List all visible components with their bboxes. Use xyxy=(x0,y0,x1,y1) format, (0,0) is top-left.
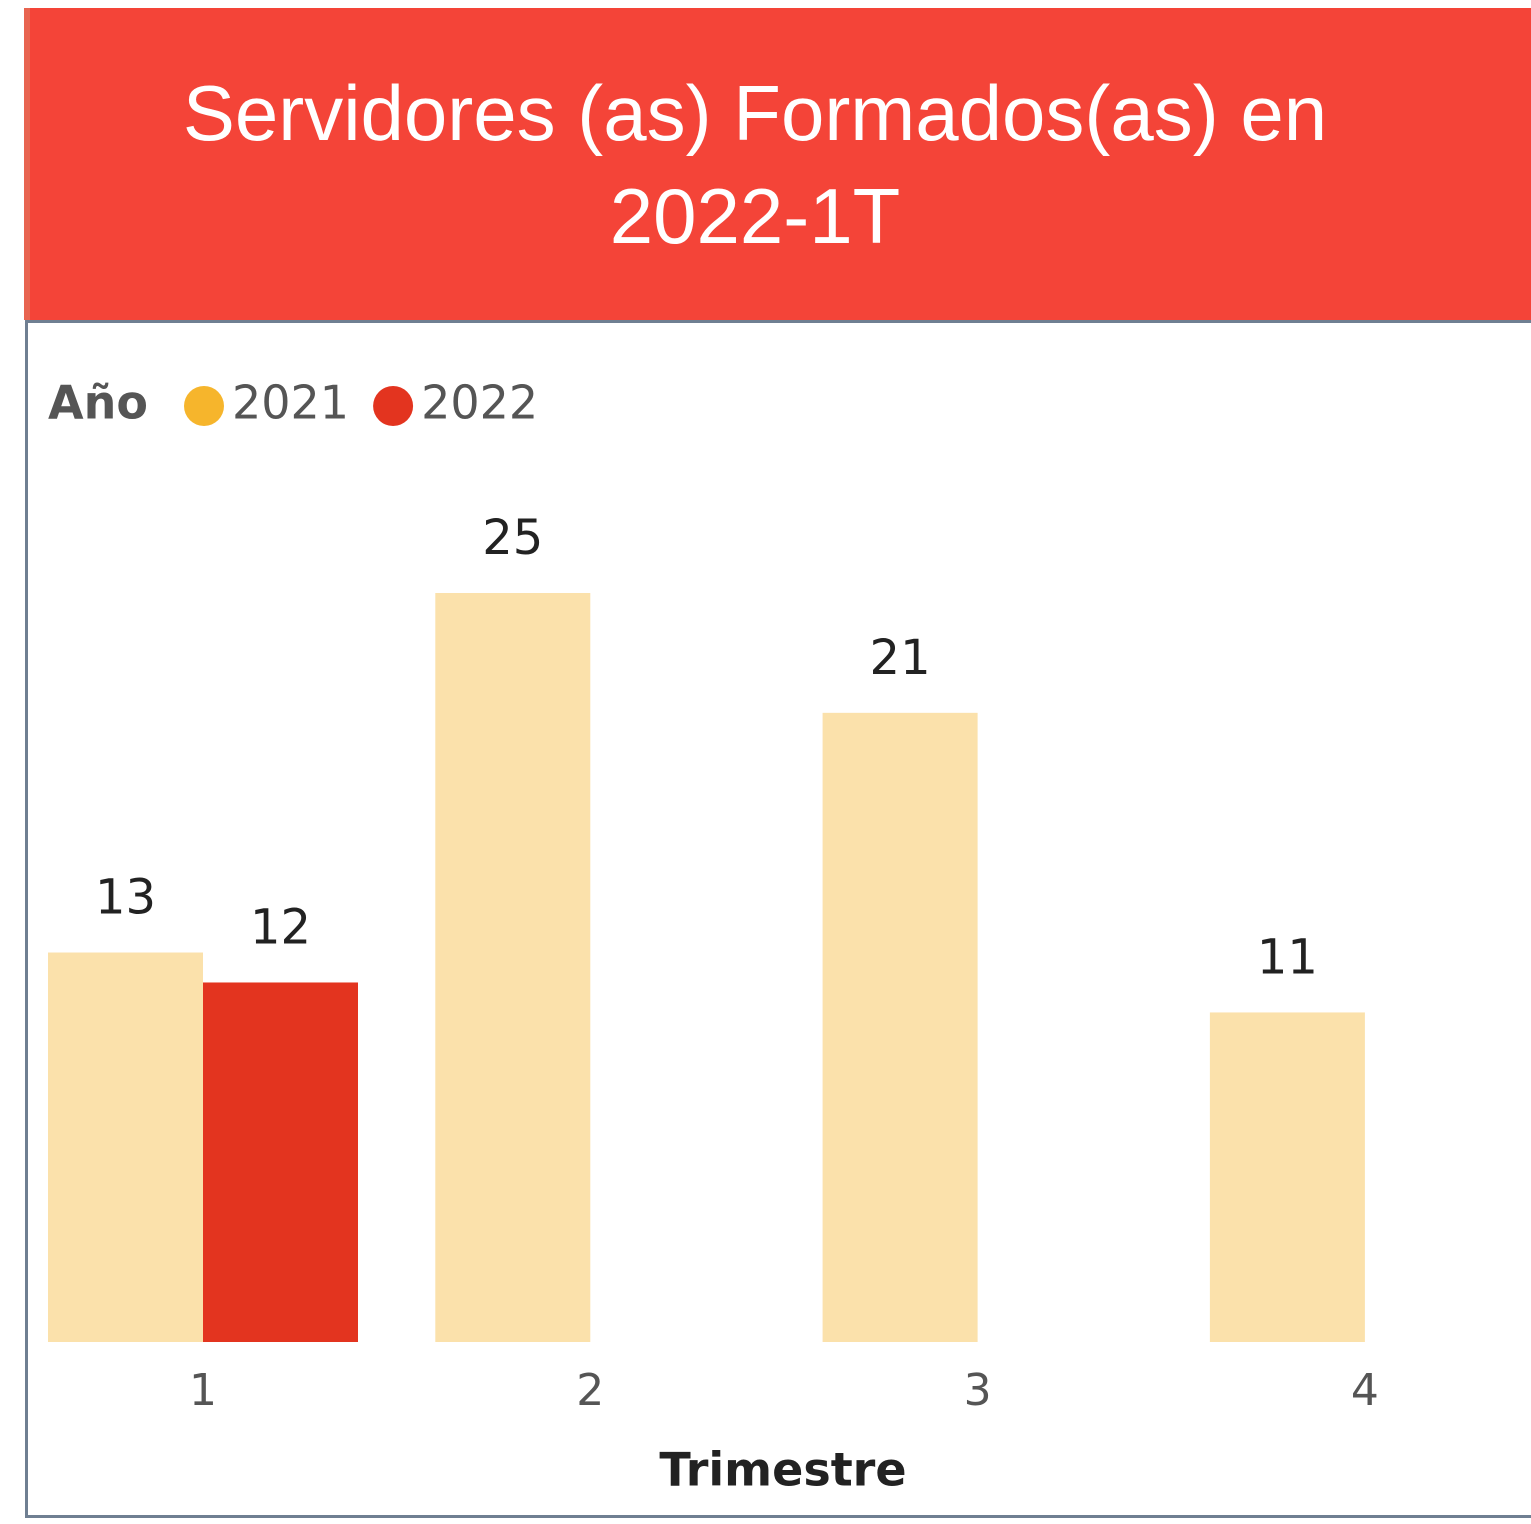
x-tick-label: 3 xyxy=(964,1365,992,1416)
bar xyxy=(48,952,203,1342)
data-label: 25 xyxy=(482,510,543,566)
x-tick-label: 4 xyxy=(1351,1365,1379,1416)
header xyxy=(24,8,1531,320)
bar xyxy=(1209,1012,1365,1342)
legend-title: Año xyxy=(48,376,148,430)
bar xyxy=(822,712,978,1342)
data-label: 11 xyxy=(1257,929,1318,985)
legend-label: 2022 xyxy=(421,376,538,430)
data-label: 12 xyxy=(250,899,311,955)
legend-marker xyxy=(373,386,414,426)
x-tick-label: 2 xyxy=(576,1365,604,1416)
bar xyxy=(435,593,591,1342)
data-label: 13 xyxy=(95,870,156,926)
x-tick-label: 1 xyxy=(189,1365,217,1416)
legend-label: 2021 xyxy=(232,376,349,430)
x-axis-label: Trimestre xyxy=(659,1443,906,1497)
chart-title: Servidores (as) Formados(as) en 2022-1T xyxy=(182,69,1328,260)
legend-marker xyxy=(184,386,224,426)
panel xyxy=(25,320,1531,1518)
data-label: 21 xyxy=(870,630,931,686)
bar xyxy=(203,982,358,1342)
